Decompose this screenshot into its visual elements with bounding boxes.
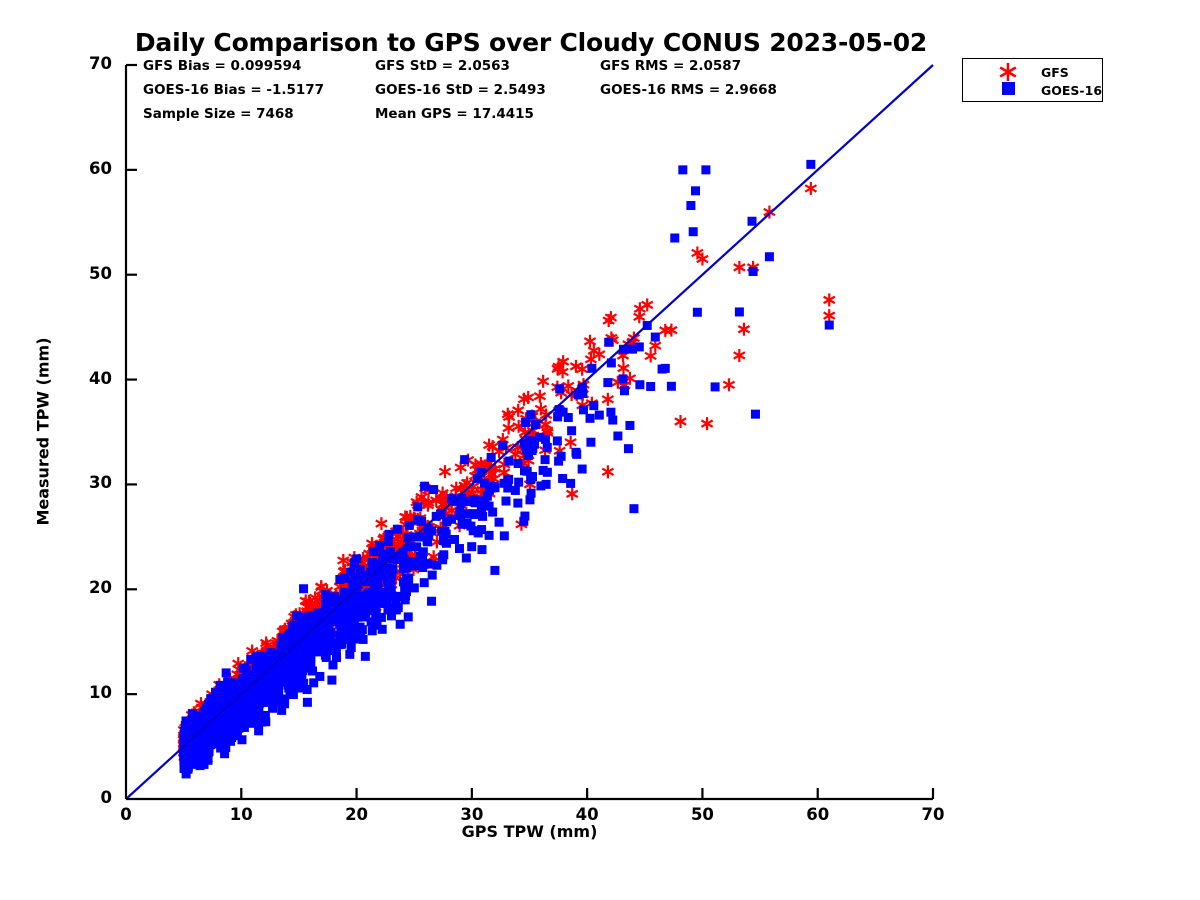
y-tick-40: 40 (89, 368, 112, 388)
stat-gfs-bias: GFS Bias = 0.099594 (143, 58, 302, 74)
legend-label-goes16: GOES-16 (1041, 83, 1103, 98)
scatter-layer (177, 159, 836, 779)
x-tick-40: 40 (575, 805, 599, 824)
y-tick-70: 70 (89, 54, 112, 73)
one-to-one-line (125, 64, 934, 800)
x-tick-30: 30 (460, 805, 484, 824)
stat-goes16-std: GOES-16 StD = 2.5493 (375, 82, 546, 98)
y-tick-0: 0 (100, 788, 112, 807)
square-marker-icon (1002, 82, 1015, 95)
x-tick-50: 50 (690, 805, 714, 824)
x-tick-60: 60 (806, 805, 830, 824)
stat-gfs-rms: GFS RMS = 2.0587 (600, 58, 742, 74)
y-axis-label: Measured TPW (mm) (33, 337, 53, 526)
x-tick-10: 10 (229, 805, 253, 824)
stat-goes16-rms: GOES-16 RMS = 2.9668 (600, 82, 777, 98)
stat-gfs-std: GFS StD = 2.0563 (375, 58, 510, 74)
chart-legend[interactable]: GFS GOES-16 (962, 58, 1103, 102)
x-tick-0: 0 (120, 805, 132, 824)
y-tick-50: 50 (89, 263, 112, 283)
x-axis-label: GPS TPW (mm) (461, 822, 598, 841)
legend-label-gfs: GFS (1041, 65, 1069, 80)
x-tick-20: 20 (345, 805, 369, 824)
axis-layer (124, 63, 935, 801)
x-tick-70: 70 (921, 805, 945, 824)
y-tick-60: 60 (89, 158, 112, 178)
y-tick-10: 10 (89, 683, 112, 703)
y-tick-20: 20 (89, 578, 112, 598)
chart-title: Daily Comparison to GPS over Cloudy CONU… (134, 28, 928, 57)
stat-goes16-bias: GOES-16 Bias = -1.5177 (143, 82, 325, 98)
y-tick-30: 30 (89, 473, 112, 493)
asterisk-marker-icon (999, 63, 1017, 81)
stat-mean-gps: Mean GPS = 17.4415 (375, 106, 534, 122)
stat-sample-size: Sample Size = 7468 (143, 106, 294, 122)
